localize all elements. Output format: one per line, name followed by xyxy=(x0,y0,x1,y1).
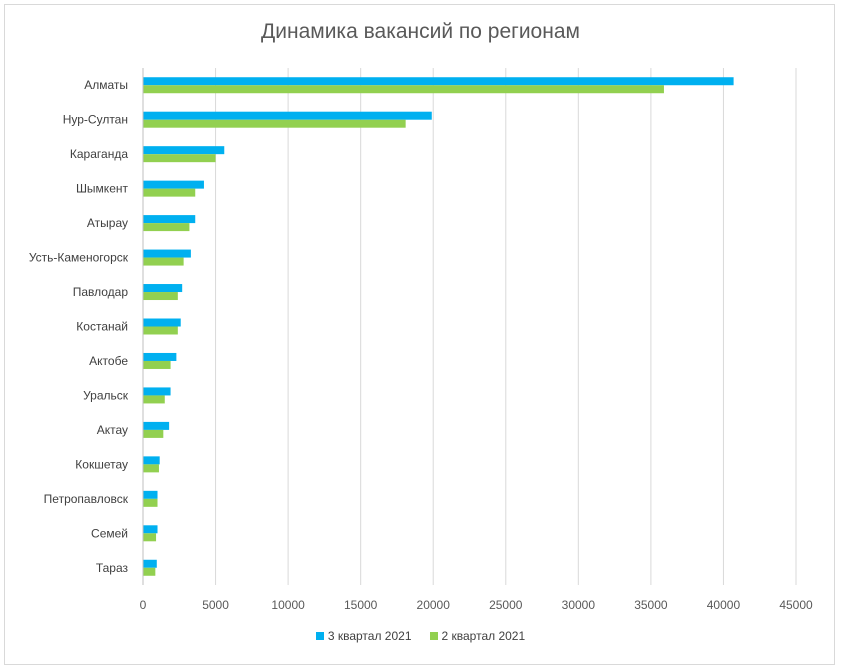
legend-item-series-2: 2 квартал 2021 xyxy=(429,629,526,643)
bar-series-2 xyxy=(143,533,157,542)
bar-series-2 xyxy=(143,188,196,197)
y-category-label: Актау xyxy=(97,423,128,437)
bar-series-1 xyxy=(143,111,432,120)
bar-series-2 xyxy=(143,498,158,507)
bar-series-1 xyxy=(143,249,191,258)
y-category-label: Уральск xyxy=(83,388,129,402)
x-tick-label: 20000 xyxy=(417,598,451,612)
bar-series-1 xyxy=(143,318,181,327)
bar-series-1 xyxy=(143,215,196,224)
bar-series-1 xyxy=(143,421,170,430)
bar-series-2 xyxy=(143,119,406,128)
bar-series-1 xyxy=(143,490,158,499)
bar-series-2 xyxy=(143,567,156,576)
x-tick-label: 30000 xyxy=(562,598,596,612)
x-tick-label: 35000 xyxy=(634,598,668,612)
y-category-label: Павлодар xyxy=(73,285,129,299)
chart-title: Динамика вакансий по регионам xyxy=(261,20,580,43)
legend-swatch-series-1 xyxy=(315,632,324,640)
bar-series-2 xyxy=(143,223,190,232)
bar-series-2 xyxy=(143,464,159,473)
legend-label-series-2: 2 квартал 2021 xyxy=(441,629,526,643)
y-category-label: Костанай xyxy=(76,320,128,334)
x-tick-label: 25000 xyxy=(489,598,523,612)
x-tick-label: 0 xyxy=(140,598,147,612)
y-category-label: Караганда xyxy=(70,147,128,161)
bar-series-1 xyxy=(143,525,158,534)
y-category-label: Семей xyxy=(91,526,128,540)
bar-series-1 xyxy=(143,77,734,86)
x-tick-label: 45000 xyxy=(779,598,813,612)
bar-series-1 xyxy=(143,456,160,465)
bar-series-2 xyxy=(143,154,216,163)
legend-label-series-1: 3 квартал 2021 xyxy=(327,629,412,643)
y-category-label: Петропавловск xyxy=(44,492,129,506)
y-category-label: Шымкент xyxy=(76,182,129,196)
y-category-label: Усть-Каменогорск xyxy=(29,251,129,265)
bar-series-2 xyxy=(143,257,184,266)
x-tick-label: 10000 xyxy=(271,598,305,612)
bar-series-1 xyxy=(143,180,204,189)
y-category-label: Нур-Султан xyxy=(63,113,128,127)
x-tick-label: 5000 xyxy=(202,598,229,612)
y-category-label: Атырау xyxy=(87,216,128,230)
bar-series-1 xyxy=(143,559,157,568)
bar-series-2 xyxy=(143,292,178,301)
y-category-label: Кокшетау xyxy=(75,457,128,471)
bar-series-2 xyxy=(143,326,178,335)
chart-legend: 3 квартал 2021 2 квартал 2021 xyxy=(0,629,841,643)
legend-swatch-series-2 xyxy=(429,632,438,640)
bar-series-2 xyxy=(143,360,171,369)
y-category-label: Алматы xyxy=(84,78,128,92)
y-category-label: Актобе xyxy=(89,354,128,368)
legend-item-series-1: 3 квартал 2021 xyxy=(315,629,412,643)
bar-series-1 xyxy=(143,284,183,293)
bar-series-1 xyxy=(143,352,177,361)
bar-series-2 xyxy=(143,395,165,404)
bar-series-1 xyxy=(143,146,225,155)
bar-series-2 xyxy=(143,429,164,438)
bar-series-1 xyxy=(143,387,171,396)
x-tick-label: 40000 xyxy=(707,598,741,612)
bar-series-2 xyxy=(143,85,664,94)
y-category-label: Тараз xyxy=(96,561,129,575)
x-tick-label: 15000 xyxy=(344,598,378,612)
